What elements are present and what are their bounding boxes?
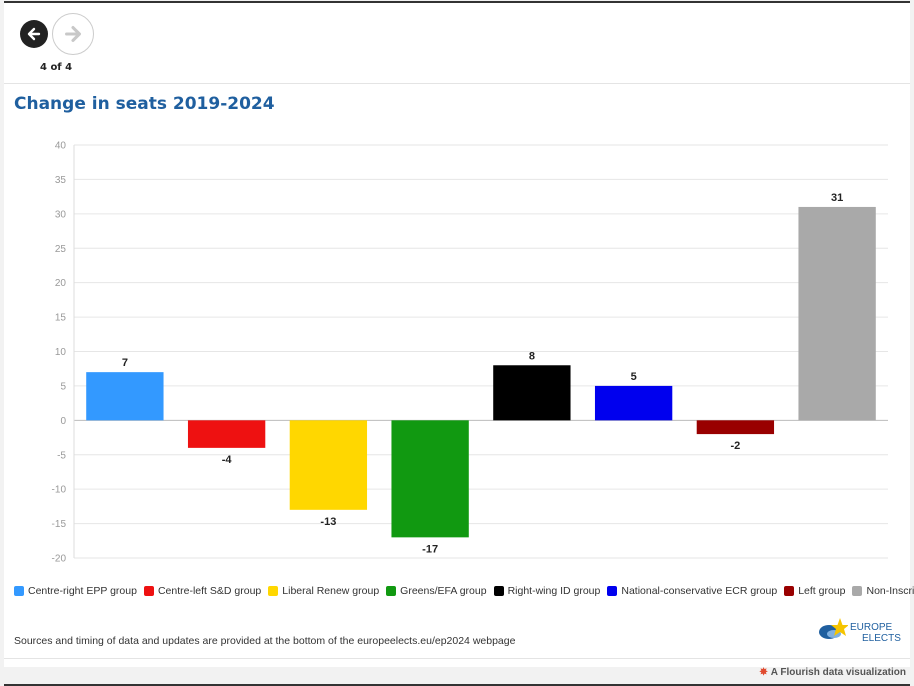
- y-tick-label: 0: [60, 416, 66, 427]
- bar: [289, 420, 368, 510]
- legend-swatch: [493, 586, 504, 596]
- legend-label: Greens/EFA group: [400, 585, 487, 597]
- legend-label: Non-Inscrits: [866, 585, 914, 597]
- legend-swatch: [143, 586, 154, 596]
- legend-item[interactable]: Centre-right EPP group: [14, 585, 137, 597]
- y-tick-label: 40: [55, 141, 67, 152]
- bar-chart: 40 35 30 25 20 15 10 5 0 -5 -10 -15 -20 7 -4 -13 -17 8 5 -2…: [52, 141, 888, 565]
- legend-swatch: [852, 586, 863, 596]
- back-button[interactable]: [20, 20, 48, 48]
- header-divider: [4, 83, 910, 84]
- data-label: -17: [422, 543, 438, 555]
- legend-item[interactable]: Left group: [784, 585, 845, 597]
- visualization-frame: 4 of 4 Change in seats 2019-2024 40 35 30 2…: [4, 1, 914, 667]
- y-tick-label: -15: [52, 519, 67, 530]
- credit-text: A Flourish data visualization: [770, 667, 906, 678]
- data-label: 7: [122, 357, 128, 369]
- flourish-credit-link[interactable]: ✸ A Flourish data visualization: [759, 667, 906, 678]
- bar: [86, 372, 164, 421]
- logo-line-2: ELECTS: [862, 633, 901, 644]
- chart-legend: Centre-right EPP group Centre-left S&D gr…: [14, 585, 914, 597]
- page-count: 4 of 4: [40, 62, 73, 73]
- legend-swatch: [607, 586, 618, 596]
- legend-swatch: [386, 586, 397, 596]
- y-tick-label: 10: [55, 347, 67, 358]
- bar: [493, 365, 571, 421]
- y-tick-label: 5: [60, 381, 66, 392]
- legend-swatch: [268, 586, 279, 596]
- y-tick-label: 30: [55, 209, 67, 220]
- y-tick-label: 35: [55, 175, 67, 186]
- y-tick-label: -20: [52, 554, 67, 565]
- data-label: -13: [320, 516, 336, 528]
- chart-title: Change in seats 2019-2024: [14, 94, 275, 114]
- y-tick-label: -5: [57, 450, 66, 461]
- logo-text: EUROPE ELECTS: [850, 622, 901, 644]
- legend-item[interactable]: National-conservative ECR group: [607, 585, 777, 597]
- bottom-rule: [4, 684, 910, 686]
- data-label: -2: [730, 440, 740, 452]
- europe-elects-logo-icon: [819, 618, 848, 639]
- legend-label: Centre-left S&D group: [157, 585, 262, 597]
- bar: [696, 420, 775, 435]
- y-tick-label: 15: [55, 313, 67, 324]
- y-tick-label: -10: [52, 485, 67, 496]
- logo-line-1: EUROPE: [850, 622, 893, 633]
- legend-label: Centre-right EPP group: [28, 585, 137, 597]
- bar: [187, 420, 266, 448]
- source-note: Sources and timing of data and updates a…: [14, 635, 516, 647]
- legend-label: Right-wing ID group: [507, 585, 601, 597]
- bar: [594, 385, 673, 421]
- legend-label: Left group: [798, 585, 846, 597]
- legend-swatch: [14, 586, 24, 596]
- flourish-icon: ✸: [759, 667, 768, 678]
- legend-item[interactable]: Liberal Renew group: [268, 585, 379, 597]
- y-tick-label: 20: [55, 278, 67, 289]
- legend-item[interactable]: Centre-left S&D group: [143, 585, 262, 597]
- bar: [391, 420, 469, 538]
- data-label: 31: [831, 192, 843, 204]
- data-label: 5: [631, 371, 637, 383]
- y-tick-label: 25: [55, 244, 67, 255]
- data-label: -4: [222, 454, 233, 466]
- legend-label: National-conservative ECR group: [621, 585, 778, 597]
- legend-item[interactable]: Right-wing ID group: [493, 585, 601, 597]
- footer-divider: [4, 658, 910, 659]
- legend-item[interactable]: Non-Inscrits: [852, 585, 914, 597]
- forward-button[interactable]: [52, 13, 94, 55]
- bar: [798, 206, 876, 421]
- legend-swatch: [784, 586, 795, 596]
- legend-item[interactable]: Greens/EFA group: [386, 585, 487, 597]
- data-label: 8: [529, 350, 535, 362]
- arrow-left-icon: [27, 27, 41, 41]
- legend-label: Liberal Renew group: [282, 585, 380, 597]
- arrow-right-icon: [65, 26, 81, 42]
